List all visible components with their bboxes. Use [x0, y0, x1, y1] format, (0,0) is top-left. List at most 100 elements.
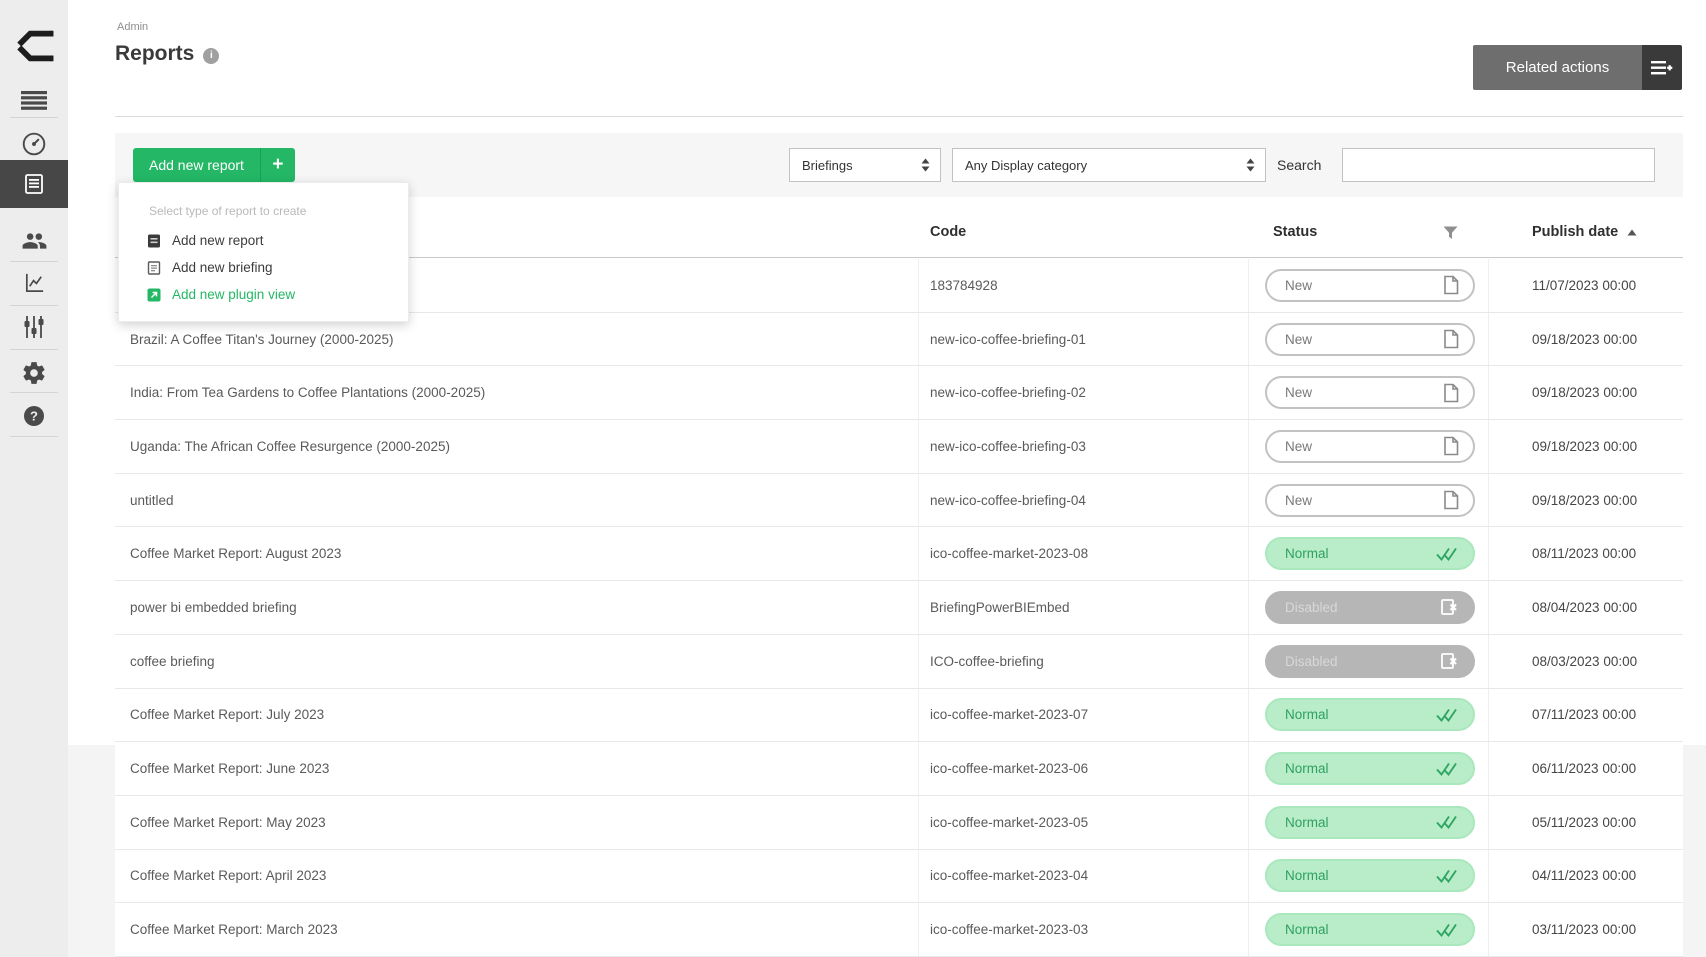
status-badge[interactable]: New — [1265, 268, 1475, 302]
status-badge[interactable]: New — [1265, 322, 1475, 356]
status-badge[interactable]: Normal — [1265, 698, 1475, 732]
report-code-cell: ico-coffee-market-2023-08 — [918, 527, 1248, 581]
column-header-publish-date[interactable]: Publish date — [1532, 224, 1637, 240]
report-name-cell[interactable]: Coffee Market Report: April 2023 — [130, 868, 327, 884]
status-badge[interactable]: Disabled — [1265, 644, 1475, 678]
report-name-cell[interactable]: power bi embedded briefing — [130, 599, 297, 615]
report-status-cell: Normal — [1248, 903, 1488, 956]
add-new-report-button[interactable]: Add new report + — [133, 148, 295, 182]
sidebar-item-controls[interactable] — [0, 315, 68, 339]
status-badge[interactable]: Normal — [1265, 752, 1475, 786]
search-input[interactable] — [1342, 148, 1655, 182]
breadcrumb[interactable]: Admin — [117, 21, 149, 33]
publish-date-header-label: Publish date — [1532, 224, 1619, 240]
status-icon — [1435, 707, 1460, 723]
table-row[interactable]: Coffee Market Report: August 2023 ico-co… — [115, 527, 1683, 582]
sidebar-item-dashboard[interactable] — [0, 131, 68, 157]
status-label: Disabled — [1285, 653, 1338, 669]
table-row[interactable]: Coffee Market Report: June 2023 ico-coff… — [115, 742, 1683, 796]
sidebar-item-reports-active[interactable] — [0, 160, 68, 208]
svg-text:?: ? — [30, 409, 38, 424]
sidebar-item-settings[interactable] — [0, 360, 68, 386]
add-report-menu-items: Add new report Add new briefing Add new … — [119, 227, 408, 308]
status-badge[interactable]: Disabled — [1265, 590, 1475, 624]
related-actions-menu-toggle[interactable] — [1642, 45, 1682, 90]
page-x-icon — [1441, 599, 1457, 616]
report-code-cell: ico-coffee-market-2023-03 — [918, 903, 1248, 956]
table-row[interactable]: Coffee Market Report: April 2023 ico-cof… — [115, 849, 1683, 904]
line-chart-icon — [25, 273, 43, 292]
report-code-cell: ico-coffee-market-2023-07 — [918, 688, 1248, 742]
double-check-icon — [1436, 762, 1457, 776]
menu-item[interactable]: Add new briefing — [119, 254, 408, 281]
table-row[interactable]: power bi embedded briefing BriefingPower… — [115, 581, 1683, 635]
new-page-icon — [1444, 490, 1459, 510]
status-icon — [1435, 546, 1460, 562]
report-name-cell[interactable]: Uganda: The African Coffee Resurgence (2… — [130, 438, 450, 454]
status-label: Normal — [1285, 707, 1329, 723]
status-badge[interactable]: Normal — [1265, 859, 1475, 893]
table-row[interactable]: Coffee Market Report: July 2023 ico-coff… — [115, 688, 1683, 743]
report-status-cell: New — [1248, 473, 1488, 527]
filter-funnel-icon — [1443, 226, 1458, 239]
report-code-cell: ico-coffee-market-2023-06 — [918, 742, 1248, 795]
right-gutter — [1683, 745, 1706, 957]
report-name-cell[interactable]: Coffee Market Report: June 2023 — [130, 761, 330, 777]
status-icon — [1435, 868, 1460, 884]
status-icon — [1442, 383, 1460, 403]
menu-item[interactable]: Add new report — [119, 227, 408, 254]
column-header-code[interactable]: Code — [930, 224, 967, 240]
menu-item[interactable]: Add new plugin view — [119, 281, 408, 308]
report-type-select[interactable]: Briefings — [789, 148, 941, 182]
status-badge[interactable]: Normal — [1265, 537, 1475, 571]
app-logo[interactable] — [0, 24, 68, 68]
table-row[interactable]: India: From Tea Gardens to Coffee Planta… — [115, 366, 1683, 421]
status-badge[interactable]: New — [1265, 376, 1475, 410]
left-gutter — [68, 745, 115, 957]
sidebar-divider — [10, 261, 58, 262]
report-name-cell[interactable]: Coffee Market Report: March 2023 — [130, 922, 338, 938]
add-report-plus-toggle[interactable]: + — [259, 148, 295, 182]
report-name-cell[interactable]: India: From Tea Gardens to Coffee Planta… — [130, 385, 486, 401]
sidebar-item-users[interactable] — [0, 228, 68, 254]
report-name-cell[interactable]: untitled — [130, 492, 174, 508]
column-header-status[interactable]: Status — [1273, 224, 1318, 240]
sidebar-item-help[interactable]: ? — [0, 404, 68, 428]
dashboard-gauge-icon — [22, 132, 46, 156]
publish-date-cell: 08/04/2023 00:00 — [1488, 581, 1683, 634]
report-name-cell[interactable]: Brazil: A Coffee Titan's Journey (2000-2… — [130, 331, 394, 347]
plugin-view-icon — [147, 288, 161, 302]
table-row[interactable]: Uganda: The African Coffee Resurgence (2… — [115, 420, 1683, 474]
table-row[interactable]: Coffee Market Report: March 2023 ico-cof… — [115, 903, 1683, 957]
info-icon[interactable]: i — [203, 47, 220, 64]
status-filter-button[interactable] — [1443, 226, 1458, 244]
related-actions-button[interactable]: Related actions — [1473, 45, 1682, 90]
status-badge[interactable]: New — [1265, 429, 1475, 463]
table-row[interactable]: coffee briefing ICO-coffee-briefing Disa… — [115, 634, 1683, 689]
sidebar-item-menu[interactable] — [0, 88, 68, 112]
add-new-report-label: Add new report — [149, 157, 244, 173]
report-status-cell: Normal — [1248, 742, 1488, 795]
header-divider — [115, 116, 1683, 117]
report-name-cell[interactable]: coffee briefing — [130, 653, 215, 669]
report-name-cell[interactable]: Coffee Market Report: May 2023 — [130, 814, 326, 830]
status-badge[interactable]: New — [1265, 483, 1475, 517]
table-row[interactable]: untitled new-ico-coffee-briefing-04 New … — [115, 473, 1683, 528]
status-badge[interactable]: Normal — [1265, 805, 1475, 839]
display-category-select[interactable]: Any Display category — [952, 148, 1266, 182]
status-badge[interactable]: Normal — [1265, 913, 1475, 947]
status-icon — [1440, 652, 1460, 670]
help-icon: ? — [24, 406, 44, 426]
double-check-icon — [1436, 869, 1457, 883]
report-status-cell: Disabled — [1248, 581, 1488, 634]
report-name-cell[interactable]: Coffee Market Report: July 2023 — [130, 707, 325, 723]
sidebar-item-analytics[interactable] — [0, 270, 68, 294]
status-label: New — [1285, 277, 1313, 293]
briefing-outline-icon — [147, 260, 161, 275]
table-body: 183784928 New 11/07/2023 00:00 Brazil: A… — [115, 259, 1683, 957]
report-name-cell[interactable]: Coffee Market Report: August 2023 — [130, 546, 342, 562]
users-icon — [22, 233, 46, 249]
sidebar-divider — [10, 436, 58, 437]
table-row[interactable]: Coffee Market Report: May 2023 ico-coffe… — [115, 795, 1683, 850]
list-add-icon — [1651, 60, 1673, 74]
